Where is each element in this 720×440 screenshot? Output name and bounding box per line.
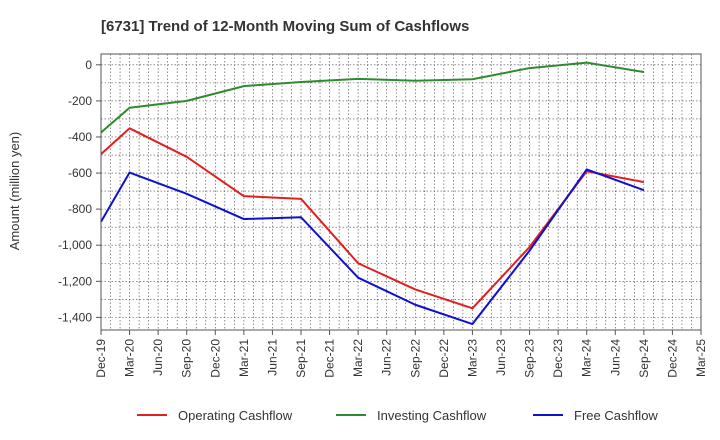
chart-title: [6731] Trend of 12-Month Moving Sum of C… bbox=[101, 18, 469, 35]
x-tick-label: Jun-21 bbox=[265, 339, 279, 376]
y-tick-label: -200 bbox=[68, 94, 92, 108]
x-tick-label: Mar-25 bbox=[694, 339, 708, 377]
plot-frame bbox=[100, 53, 702, 331]
x-tick-label: Jun-20 bbox=[151, 339, 165, 376]
legend-label: Operating Cashflow bbox=[178, 408, 293, 423]
x-tick-label: Mar-22 bbox=[351, 339, 365, 377]
x-axis-ticks: Dec-19 Mar-20 Jun-20 Sep-20 Dec-20 Mar-21 Jun-… bbox=[94, 330, 708, 378]
x-tick-label: Mar-24 bbox=[580, 339, 594, 377]
y-axis-ticks: 0 -200 -400 -600 -800 -1,000 -1,200 -1,400 bbox=[58, 58, 101, 324]
x-tick-label: Jun-23 bbox=[494, 339, 508, 376]
legend: Operating Cashflow Investing Cashflow Free… bbox=[137, 408, 658, 423]
y-tick-label: -600 bbox=[68, 166, 92, 180]
y-tick-label: -1,400 bbox=[58, 310, 92, 324]
x-tick-label: Dec-24 bbox=[665, 339, 679, 378]
x-tick-label: Dec-20 bbox=[208, 339, 222, 378]
x-tick-label: Dec-23 bbox=[551, 339, 565, 378]
data-series bbox=[100, 61, 645, 326]
x-tick-label: Sep-21 bbox=[294, 339, 308, 378]
x-tick-label: Mar-20 bbox=[123, 339, 137, 377]
y-tick-label: -800 bbox=[68, 202, 92, 216]
x-tick-label: Sep-23 bbox=[523, 339, 537, 378]
x-tick-label: Mar-23 bbox=[465, 339, 479, 377]
x-tick-label: Sep-20 bbox=[180, 339, 194, 378]
x-tick-label: Dec-19 bbox=[94, 339, 108, 378]
x-tick-label: Jun-22 bbox=[380, 339, 394, 376]
x-tick-label: Jun-24 bbox=[608, 339, 622, 376]
x-tick-label: Dec-22 bbox=[437, 339, 451, 378]
y-axis-label: Amount (million yen) bbox=[7, 132, 22, 251]
series-line-1 bbox=[100, 61, 645, 134]
y-tick-label: -1,200 bbox=[58, 274, 92, 288]
x-tick-label: Mar-21 bbox=[237, 339, 251, 377]
x-tick-label: Sep-22 bbox=[408, 339, 422, 378]
series-line-2 bbox=[100, 168, 645, 326]
y-tick-label: -1,000 bbox=[58, 238, 92, 252]
x-tick-label: Sep-24 bbox=[637, 339, 651, 378]
series-line-0 bbox=[100, 127, 645, 310]
x-tick-label: Dec-21 bbox=[323, 339, 337, 378]
legend-label: Investing Cashflow bbox=[377, 408, 487, 423]
legend-label: Free Cashflow bbox=[574, 408, 658, 423]
grid-lines bbox=[101, 54, 701, 330]
y-tick-label: -400 bbox=[68, 130, 92, 144]
y-tick-label: 0 bbox=[85, 58, 92, 72]
